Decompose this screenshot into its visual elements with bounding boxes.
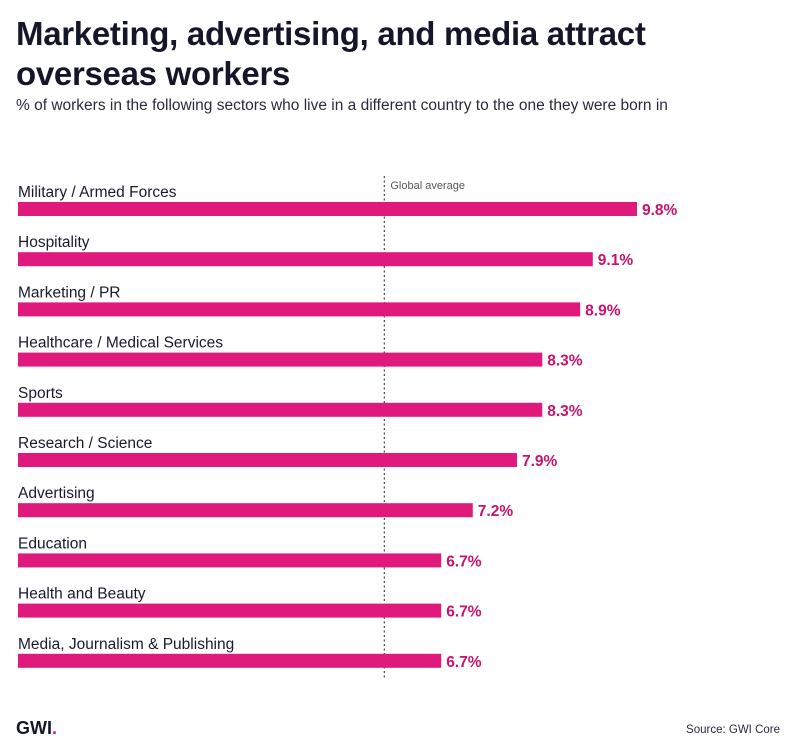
category-label: Research / Science xyxy=(18,435,152,452)
bar xyxy=(18,302,581,317)
category-label: Marketing / PR xyxy=(18,284,121,301)
chart-title: Marketing, advertising, and media attrac… xyxy=(16,15,646,92)
value-label: 6.7% xyxy=(446,604,482,621)
bar xyxy=(18,402,543,417)
value-label: 8.3% xyxy=(547,403,583,420)
logo-text: GWI xyxy=(16,718,52,738)
value-label: 7.9% xyxy=(522,453,558,470)
bar xyxy=(18,603,442,618)
category-label: Healthcare / Medical Services xyxy=(18,335,223,352)
value-label: 8.3% xyxy=(547,353,583,370)
category-label: Sports xyxy=(18,385,63,402)
logo-dot: . xyxy=(52,718,58,738)
bar xyxy=(18,453,517,467)
chart-subtitle: % of workers in the following sectors wh… xyxy=(16,97,668,114)
source-note: Source: GWI Core xyxy=(686,724,780,736)
category-label: Military / Armed Forces xyxy=(18,184,177,201)
bar xyxy=(18,653,442,668)
bar xyxy=(18,352,543,367)
value-label: 8.9% xyxy=(585,302,621,319)
value-label: 7.2% xyxy=(478,503,514,520)
value-label: 9.8% xyxy=(642,202,678,219)
bar xyxy=(18,553,442,568)
category-label: Media, Journalism & Publishing xyxy=(18,636,234,653)
gwi-logo: GWI. xyxy=(16,718,57,739)
value-label: 6.7% xyxy=(446,654,482,671)
category-label: Hospitality xyxy=(18,234,90,251)
bar-chart: Global average Military / Armed Forces 9.8… xyxy=(18,176,678,678)
global-average-label: Global average xyxy=(390,180,465,192)
bar xyxy=(18,503,473,518)
category-label: Health and Beauty xyxy=(18,586,146,603)
bar xyxy=(18,202,637,216)
category-label: Advertising xyxy=(18,485,95,502)
value-label: 6.7% xyxy=(446,553,482,570)
value-label: 9.1% xyxy=(598,252,634,269)
bar xyxy=(18,252,593,267)
category-label: Education xyxy=(18,535,87,552)
